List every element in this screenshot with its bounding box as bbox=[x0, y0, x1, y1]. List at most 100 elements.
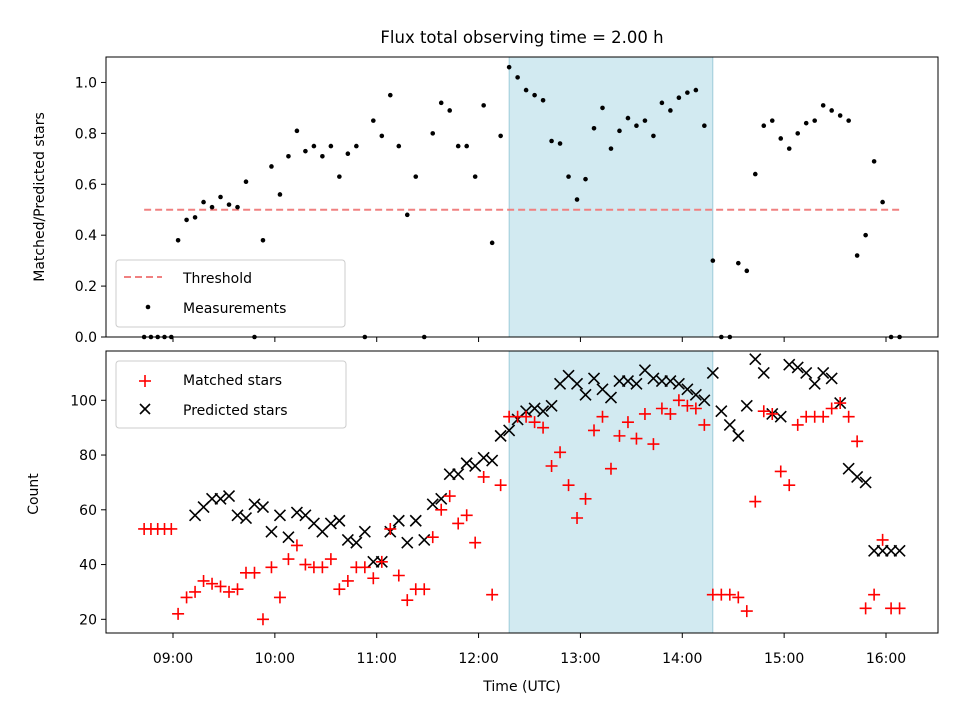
predicted-legend-swatch bbox=[139, 403, 151, 415]
matched-star-point bbox=[452, 517, 465, 530]
matched-star-point bbox=[341, 574, 354, 587]
matched-star-point bbox=[418, 583, 431, 596]
matched-star-point bbox=[426, 531, 439, 544]
matched-stars-points bbox=[138, 394, 906, 626]
predicted-star-point bbox=[587, 372, 601, 385]
matched-star-point bbox=[165, 522, 178, 535]
measurement-point bbox=[625, 115, 631, 121]
matched-star-point bbox=[537, 421, 550, 434]
measurement-point bbox=[829, 108, 834, 113]
measurement-point bbox=[540, 97, 546, 103]
measurement-point bbox=[642, 118, 648, 123]
x-axis-label: Time (UTC) bbox=[482, 679, 560, 695]
measurement-point bbox=[294, 128, 300, 134]
measurement-point bbox=[235, 204, 240, 210]
matched-star-point bbox=[469, 536, 482, 549]
predicted-star-point bbox=[749, 353, 762, 366]
measurement-point bbox=[600, 105, 605, 111]
measurement-point bbox=[523, 87, 529, 93]
predicted-star-point bbox=[800, 366, 813, 379]
bottom-y-tick-label: 40 bbox=[79, 558, 97, 574]
predicted-star-point bbox=[256, 500, 270, 514]
predicted-star-point bbox=[486, 454, 499, 467]
matched-star-point bbox=[868, 588, 881, 601]
top-y-tick-label: 0.6 bbox=[75, 177, 97, 193]
predicted-star-point bbox=[290, 506, 303, 519]
predicted-star-point bbox=[418, 533, 431, 546]
measurement-point bbox=[387, 92, 393, 98]
measurement-point bbox=[693, 87, 699, 93]
predicted-star-point bbox=[715, 405, 728, 418]
measurement-point bbox=[702, 123, 707, 129]
measurement-point bbox=[201, 199, 206, 205]
predicted-star-point bbox=[273, 509, 287, 522]
measurement-point bbox=[795, 131, 801, 136]
predicted-star-point bbox=[868, 544, 881, 557]
measurements-legend-label: Measurements bbox=[183, 301, 286, 317]
predicted-star-point bbox=[783, 358, 796, 371]
predicted-star-point bbox=[401, 536, 414, 549]
predicted-star-point bbox=[537, 405, 550, 418]
measurement-point bbox=[634, 123, 639, 129]
predicted-star-point bbox=[570, 377, 584, 390]
matched-star-point bbox=[545, 459, 558, 472]
predicted-star-point bbox=[367, 555, 380, 568]
predicted-star-point bbox=[435, 492, 448, 505]
matched-star-point bbox=[723, 588, 736, 601]
measurement-point bbox=[871, 159, 877, 164]
predicted-star-point bbox=[231, 509, 244, 522]
predicted-star-point bbox=[664, 375, 677, 388]
bottom-y-ticks: 20 40 60 80 100 bbox=[70, 393, 106, 628]
predicted-star-point bbox=[723, 418, 736, 431]
measurement-point bbox=[371, 118, 376, 123]
matched-star-point bbox=[783, 479, 796, 492]
bottom-legend-box bbox=[115, 360, 347, 429]
predicted-star-point bbox=[545, 399, 558, 412]
x-tick-label: 09:00 bbox=[153, 651, 193, 667]
matched-star-point bbox=[290, 539, 303, 552]
matched-star-point bbox=[554, 446, 567, 459]
matched-star-point bbox=[443, 490, 456, 503]
predicted-star-point bbox=[681, 383, 694, 396]
measurement-point bbox=[820, 103, 826, 108]
measurement-point bbox=[744, 268, 750, 274]
measurement-point bbox=[464, 143, 469, 149]
measurement-point bbox=[659, 100, 665, 106]
measurement-point bbox=[803, 120, 809, 126]
predicted-star-point bbox=[579, 388, 592, 401]
measurement-point bbox=[345, 151, 351, 157]
predicted-star-point bbox=[460, 457, 473, 470]
top-y-tick-label: 0.4 bbox=[75, 228, 97, 244]
matched-star-point bbox=[621, 416, 634, 429]
matched-star-point bbox=[486, 588, 499, 601]
measurement-point bbox=[447, 108, 453, 113]
measurement-point bbox=[481, 103, 486, 108]
predicted-star-point bbox=[265, 525, 278, 538]
top-plot-frame bbox=[105, 56, 939, 338]
top-y-tick-label: 1.0 bbox=[75, 75, 97, 91]
measurement-point bbox=[549, 138, 554, 144]
predicted-star-point bbox=[214, 492, 227, 505]
matched-star-point bbox=[859, 602, 872, 615]
predicted-star-point bbox=[333, 514, 346, 527]
predicted-star-point bbox=[443, 468, 456, 481]
predicted-star-point bbox=[324, 517, 337, 530]
predicted-star-point bbox=[893, 544, 906, 557]
measurement-point bbox=[320, 153, 325, 159]
measurement-point bbox=[651, 133, 656, 139]
matched-star-point bbox=[672, 394, 685, 407]
matched-star-point bbox=[206, 577, 219, 590]
predicted-star-point bbox=[409, 514, 422, 527]
measurement-point bbox=[736, 260, 741, 266]
top-legend-box bbox=[115, 259, 346, 328]
predicted-star-point bbox=[392, 514, 405, 527]
predicted-star-point bbox=[604, 391, 618, 404]
measurement-point bbox=[438, 100, 444, 106]
predicted-star-point bbox=[205, 492, 219, 505]
top-x-ticks bbox=[172, 337, 887, 342]
matched-star-point bbox=[282, 553, 295, 566]
matched-star-point bbox=[172, 607, 185, 620]
matched-star-point bbox=[358, 561, 371, 574]
predicted-star-point bbox=[477, 451, 490, 464]
matched-star-point bbox=[604, 462, 617, 475]
